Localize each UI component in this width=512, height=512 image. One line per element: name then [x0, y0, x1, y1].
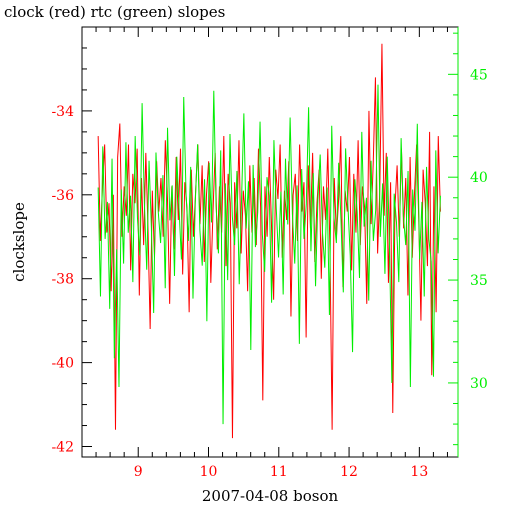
series-layer: [97, 43, 441, 439]
x-tick-label: 9: [134, 464, 143, 480]
y-left-tick-label: -36: [51, 188, 74, 204]
plot-area: [81, 26, 459, 458]
x-tick-label: 13: [410, 464, 428, 480]
x-tick-label: 11: [270, 464, 288, 480]
y-right-tick-label: 40: [470, 170, 488, 186]
y-left-tick-label: -40: [51, 356, 74, 372]
y-left-tick-label: -34: [51, 104, 74, 120]
rtc-series-line: [97, 84, 441, 425]
y-right-tick-label: 45: [470, 67, 488, 83]
x-tick-label: 12: [340, 464, 358, 480]
axes: 9 10 11 12 13 -34 -36 -38 -40 -42 30 35 40 45: [51, 27, 488, 480]
y-left-tick-label: -42: [51, 440, 74, 456]
chart-title: clock (red) rtc (green) slopes: [4, 3, 225, 21]
y-left-tick-label: -38: [51, 272, 74, 288]
x-axis-label: 2007-04-08 boson: [202, 487, 339, 505]
x-tick-label: 10: [200, 464, 218, 480]
y-right-tick-label: 35: [470, 273, 488, 289]
y-right-tick-label: 30: [470, 376, 488, 392]
y-axis-label: clockslope: [10, 202, 28, 282]
